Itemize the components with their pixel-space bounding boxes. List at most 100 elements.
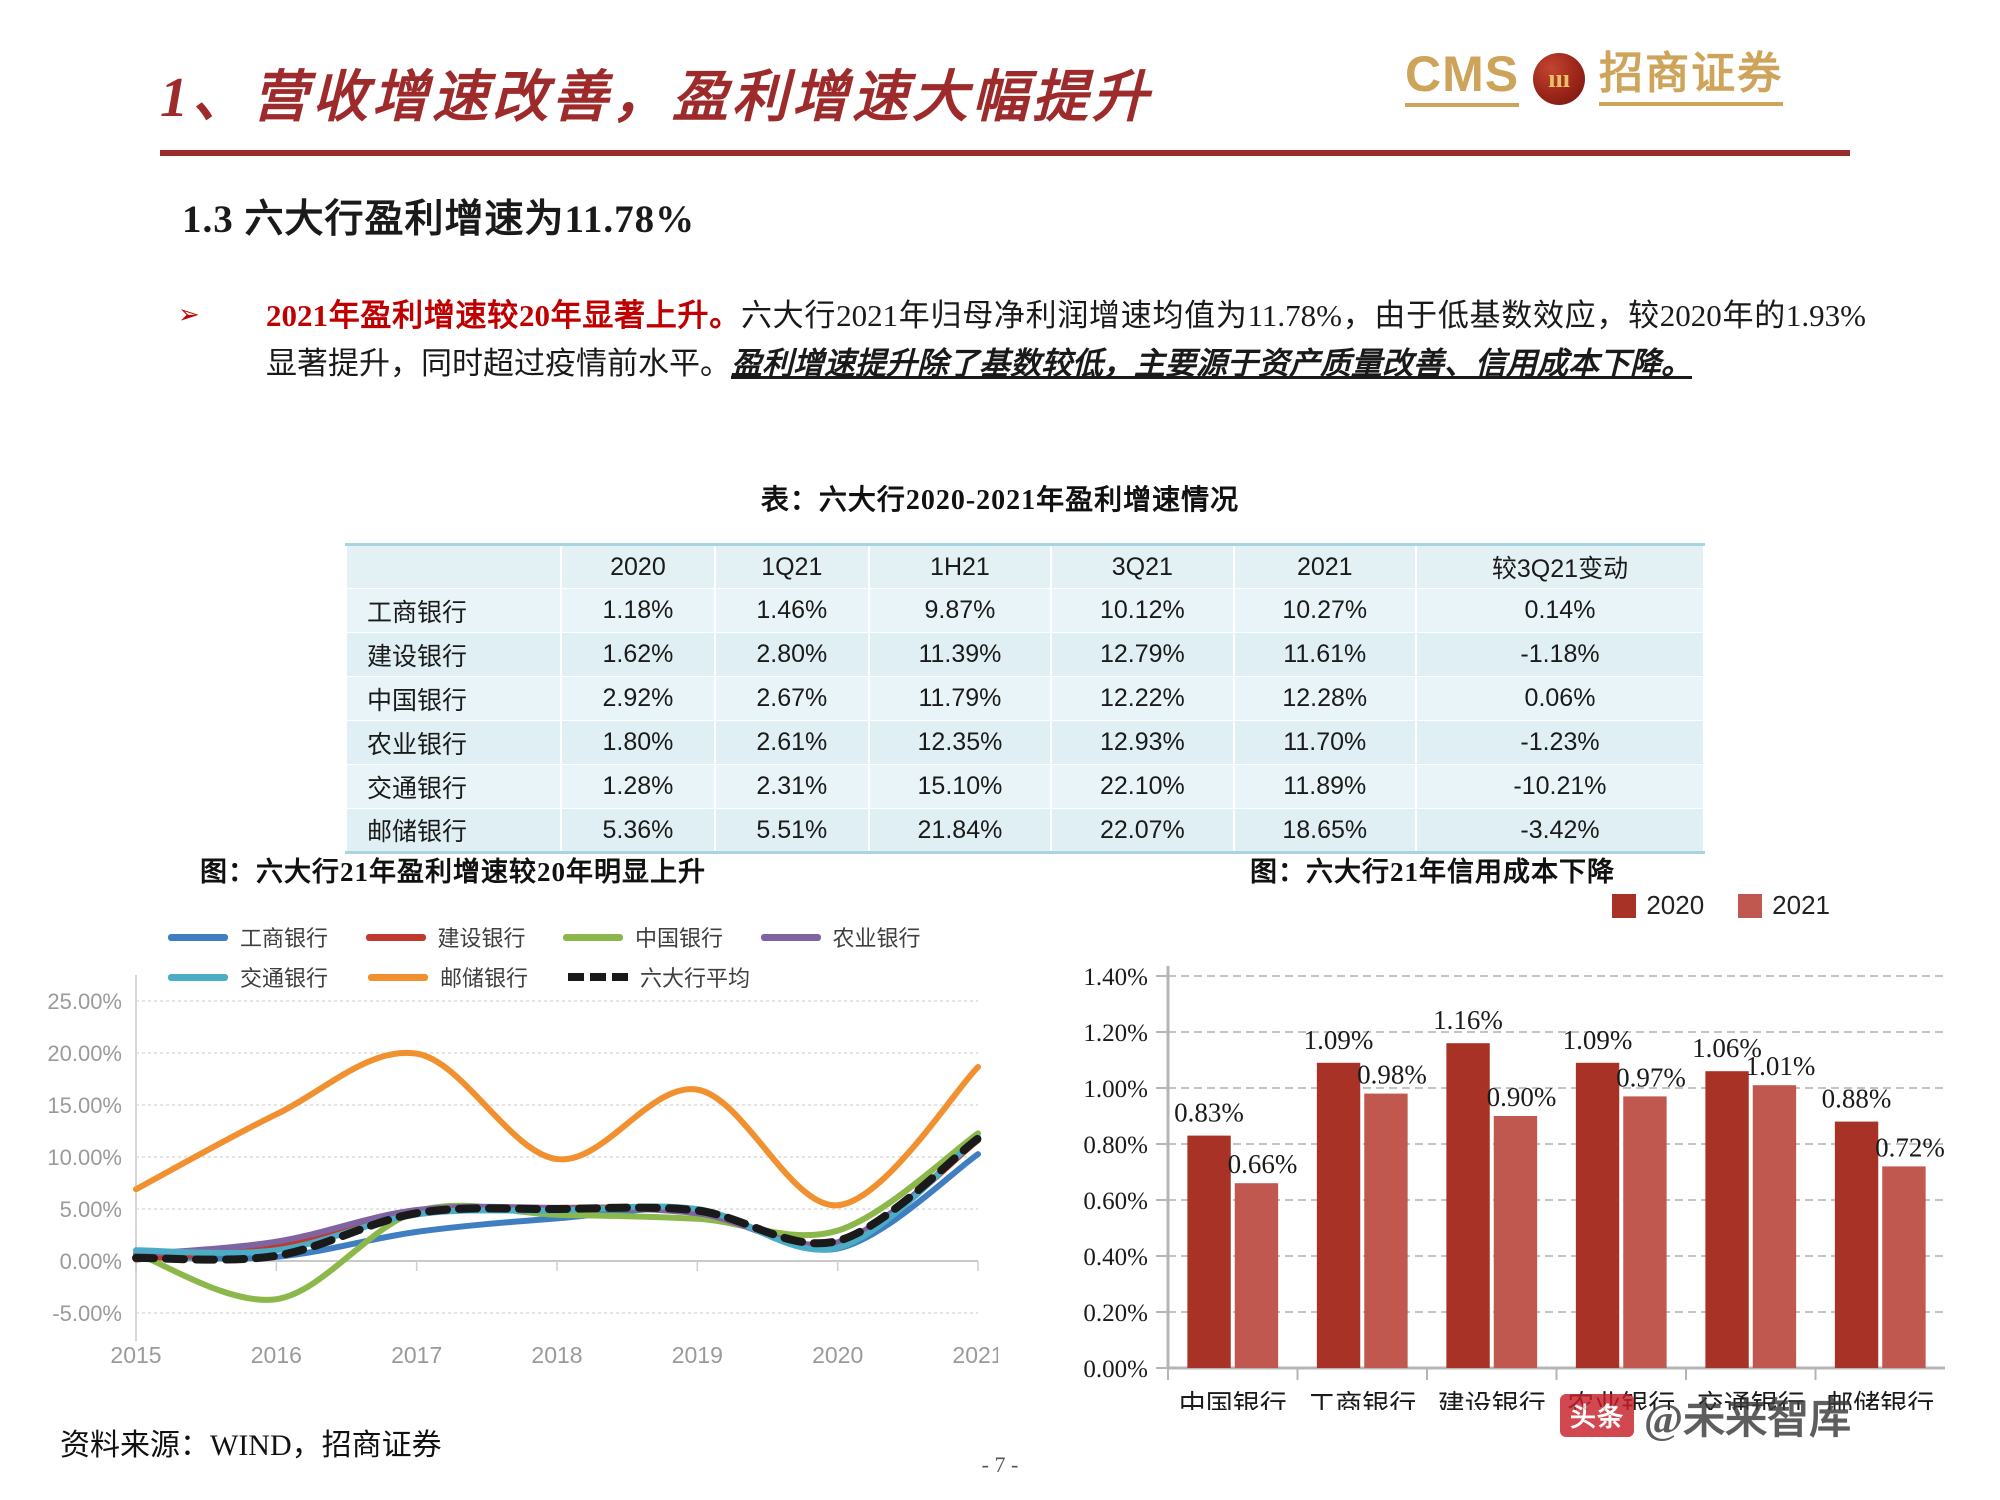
- legend-label: 建设银行: [437, 926, 526, 951]
- table-cell: -1.18%: [1414, 632, 1706, 677]
- bar-legend-item-2020[interactable]: 2020: [1612, 890, 1704, 921]
- bar-value-label: 0.98%: [1357, 1060, 1427, 1090]
- table-cell: 11.79%: [867, 676, 1053, 721]
- table-row: 邮储银行 5.36% 5.51% 21.84% 22.07% 18.65% -3.42%: [345, 808, 1706, 854]
- profit-growth-line-chart: 工商银行 建设银行 中国银行 农业银行交通银行 邮储银行 六大行平均 -5.00% 0.00…: [18, 915, 998, 1395]
- y-axis-tick-label: 0.60%: [1083, 1188, 1148, 1215]
- table-cell: 9.87%: [867, 588, 1053, 633]
- bar-chart-legend: 2020 2021: [1612, 890, 1830, 921]
- bar-legend-item-2021[interactable]: 2021: [1738, 890, 1830, 921]
- bar-value-label: 1.16%: [1433, 1005, 1503, 1035]
- y-axis-tick-label: -5.00%: [52, 1301, 122, 1326]
- table-col-header: 3Q21: [1050, 543, 1235, 589]
- cms-logo: CMS ııı 招商证券: [1405, 48, 1784, 110]
- bar-2020-建设银行: [1446, 1043, 1490, 1368]
- watermark: 头条 @未来智库: [1560, 1385, 1851, 1446]
- y-axis-tick-label: 15.00%: [47, 1093, 122, 1118]
- x-axis-category-label: 中国银行: [1179, 1390, 1287, 1410]
- bar-2020-农业银行: [1575, 1062, 1620, 1368]
- legend-item-邮储银行[interactable]: 邮储银行: [368, 961, 568, 993]
- table-row-header: 工商银行: [345, 588, 562, 633]
- legend-item-交通银行[interactable]: 交通银行: [168, 961, 368, 993]
- bullet-body: 六大行2021年归母净利润增速均值为11.78%，由于低基数效应，较2020年的…: [266, 298, 1867, 381]
- table-caption: 表：六大行2020-2021年盈利增速情况: [760, 485, 1240, 516]
- line-series-邮储银行: [133, 1049, 981, 1209]
- y-axis-tick-label: 5.00%: [60, 1197, 122, 1222]
- table-cell: 11.70%: [1232, 720, 1417, 765]
- legend-label: 农业银行: [832, 926, 921, 951]
- table-cell: 12.35%: [867, 720, 1053, 765]
- bullet-arrow-icon: ➢: [178, 300, 200, 329]
- page-title: 1、营收增速改善，盈利增速大幅提升: [160, 67, 1152, 129]
- table-cell: 22.10%: [1050, 764, 1235, 809]
- table-col-header: 较3Q21变动: [1414, 543, 1706, 589]
- x-axis-tick-label: 2018: [531, 1342, 582, 1368]
- bar-2020-邮储银行: [1834, 1121, 1879, 1368]
- bar-value-label: 0.97%: [1616, 1062, 1686, 1092]
- legend-label: 交通银行: [240, 966, 329, 991]
- section-heading: 1.3 六大行盈利增速为11.78%: [182, 198, 696, 241]
- legend-label: 邮储银行: [440, 966, 529, 991]
- table-row-header: 中国银行: [345, 676, 562, 721]
- legend-row: 交通银行 邮储银行 六大行平均: [168, 957, 958, 997]
- table-cell: 21.84%: [867, 808, 1053, 854]
- logo-chinese-text: 招商证券: [1599, 52, 1784, 106]
- table-cell: 15.10%: [867, 764, 1053, 809]
- y-axis-tick-label: 0.00%: [60, 1249, 122, 1274]
- bar-2020-中国银行: [1187, 1135, 1231, 1368]
- bar-value-label: 0.88%: [1822, 1084, 1892, 1114]
- table-col-header: 1Q21: [713, 543, 870, 589]
- logo-orb-icon: ııı: [1533, 53, 1586, 105]
- table-cell: 5.51%: [713, 808, 870, 854]
- bar-value-label: 1.09%: [1563, 1025, 1633, 1055]
- bar-value-label: 0.66%: [1228, 1149, 1298, 1179]
- y-axis-tick-label: 25.00%: [47, 989, 122, 1014]
- table-cell: 1.28%: [560, 764, 716, 809]
- table-row: 建设银行 1.62% 2.80% 11.39% 12.79% 11.61% -1.18%: [345, 632, 1706, 677]
- table-cell: 11.61%: [1232, 632, 1417, 677]
- bar-2021-建设银行: [1493, 1116, 1538, 1368]
- table-row-header: 农业银行: [345, 720, 562, 765]
- x-axis-tick-label: 2020: [812, 1342, 863, 1368]
- table-cell: 11.89%: [1232, 764, 1417, 809]
- table-cell: 18.65%: [1232, 808, 1417, 854]
- legend-item-农业银行[interactable]: 农业银行: [760, 921, 959, 953]
- table-col-header: 1H21: [867, 543, 1053, 589]
- legend-item-中国银行[interactable]: 中国银行: [563, 921, 761, 953]
- legend-swatch-icon: [365, 933, 426, 941]
- legend-swatch-icon: [563, 933, 623, 941]
- figure-title-right: 图：六大行21年信用成本下降: [1250, 857, 1615, 887]
- legend-item-建设银行[interactable]: 建设银行: [365, 921, 564, 953]
- table-cell: 2.61%: [713, 720, 870, 765]
- table-cell: -1.23%: [1414, 720, 1706, 765]
- y-axis-tick-label: 20.00%: [47, 1041, 122, 1066]
- table-cell: 0.14%: [1414, 588, 1706, 633]
- table-cell: 2.67%: [713, 676, 870, 721]
- table-row: 工商银行 1.18% 1.46% 9.87% 10.12% 10.27% 0.14%: [345, 588, 1706, 633]
- legend-item-工商银行[interactable]: 工商银行: [168, 921, 366, 953]
- legend-row: 工商银行 建设银行 中国银行 农业银行: [168, 917, 958, 957]
- x-axis-category-label: 工商银行: [1308, 1390, 1416, 1410]
- table-row: 交通银行 1.28% 2.31% 15.10% 22.10% 11.89% -10.21%: [345, 764, 1706, 809]
- table-cell: 22.07%: [1050, 808, 1235, 854]
- watermark-text: @未来智库: [1644, 1397, 1852, 1443]
- bar-legend-swatch-icon: [1738, 893, 1763, 918]
- table-cell: 2.31%: [713, 764, 870, 809]
- table-cell: 12.22%: [1050, 676, 1235, 721]
- table-row: 农业银行 1.80% 2.61% 12.35% 12.93% 11.70% -1.23%: [345, 720, 1706, 765]
- line-chart-legend: 工商银行 建设银行 中国银行 农业银行交通银行 邮储银行 六大行平均: [168, 917, 958, 997]
- table-row: 中国银行 2.92% 2.67% 11.79% 12.22% 12.28% 0.06%: [345, 676, 1706, 721]
- table-cell: 12.79%: [1050, 632, 1235, 677]
- legend-swatch-icon: [568, 973, 628, 981]
- x-axis-tick-label: 2017: [391, 1342, 442, 1368]
- legend-item-六大行平均[interactable]: 六大行平均: [568, 961, 768, 993]
- y-axis-tick-label: 0.80%: [1083, 1132, 1148, 1159]
- bar-2021-中国银行: [1234, 1183, 1279, 1368]
- bullet-text: 2021年盈利增速较20年显著上升。六大行2021年归母净利润增速均值为11.7…: [266, 292, 1866, 388]
- x-axis-tick-label: 2016: [251, 1342, 302, 1368]
- bar-2021-农业银行: [1623, 1096, 1667, 1368]
- y-axis-tick-label: 10.00%: [47, 1145, 122, 1170]
- watermark-badge: 头条: [1560, 1394, 1635, 1437]
- legend-swatch-icon: [760, 933, 821, 941]
- table-row-header: 建设银行: [345, 632, 562, 677]
